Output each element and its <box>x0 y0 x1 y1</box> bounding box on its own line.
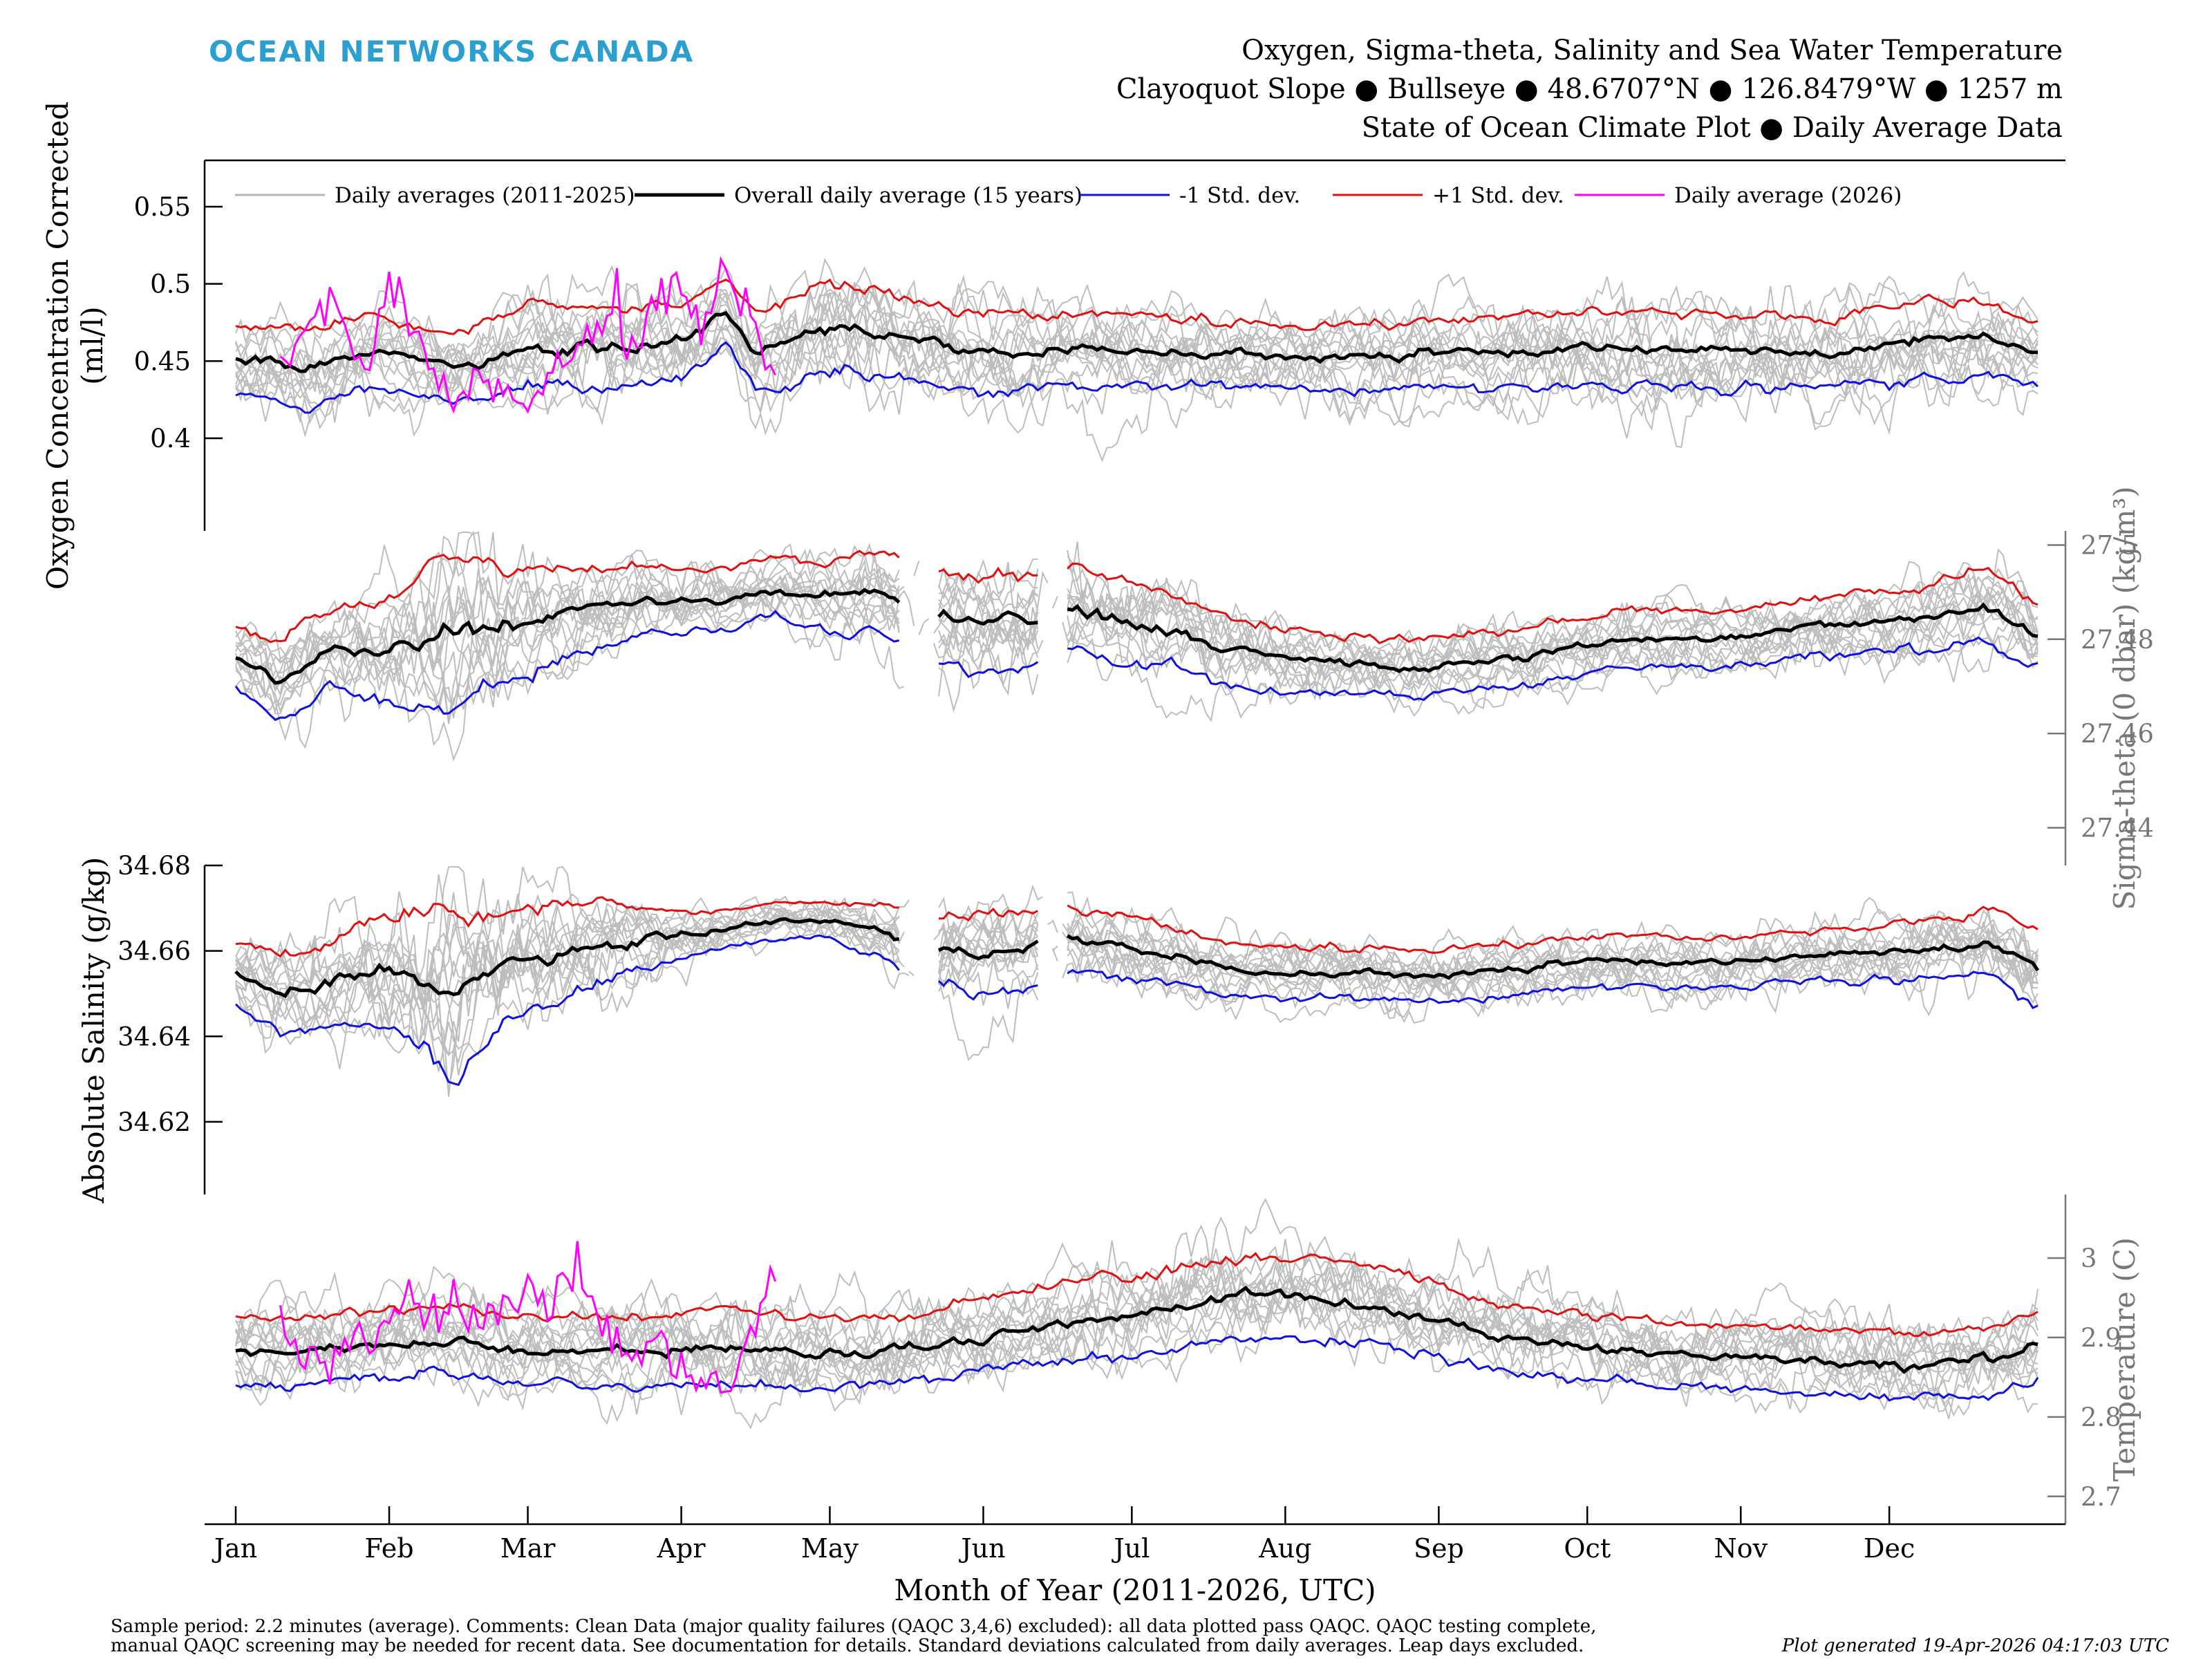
x-tick-label: Oct <box>1564 1533 1611 1564</box>
oxygen-plus-std-line <box>235 278 2038 335</box>
oxygen-y-tick-label: 0.5 <box>150 270 191 299</box>
temperature-minus-std-line <box>235 1335 2039 1402</box>
sigma-daily-average-line-2019 <box>235 559 2038 713</box>
temperature-y-axis-label: Temperature (C) <box>2108 1237 2141 1481</box>
salinity-daily-average-line-2017 <box>235 902 2038 1072</box>
oxygen-daily-average-line-2024 <box>235 326 2038 434</box>
salinity-y-tick-label: 34.68 <box>118 851 191 881</box>
legend-label-1: Overall daily average (15 years) <box>734 183 1082 208</box>
x-tick-label: Dec <box>1864 1533 1915 1564</box>
sigma-y-axis-label: Sigma-theta (0 dbar) (kg/m³) <box>2108 486 2141 910</box>
temperature-daily-average-line-2024 <box>235 1261 2038 1391</box>
oxygen-daily-average-line-2014 <box>235 288 2038 449</box>
temperature-daily-average-line-2025 <box>235 1271 2038 1397</box>
chart-title-line-2: Clayoquot Slope ● Bullseye ● 48.6707°N ●… <box>1116 73 2063 105</box>
sigma-minus-std-line <box>234 610 2038 722</box>
temperature-daily-average-line-2018 <box>235 1296 2038 1425</box>
axes-layer: 0.4 0.45 0.5 0.55 Oxygen Concentration Corre… <box>41 102 2154 1607</box>
sigma-daily-average-line-2011 <box>235 590 2038 762</box>
temperature-y-tick-label: 2.7 <box>2081 1482 2121 1512</box>
oxygen-daily-average-line-2025 <box>235 289 2038 404</box>
temperature-daily-average-line-2015 <box>235 1257 2038 1382</box>
oxygen-daily-average-line-2021 <box>235 289 2038 407</box>
x-axis-label: Month of Year (2011-2026, UTC) <box>894 1573 1376 1607</box>
x-tick-label: Jul <box>1111 1533 1150 1564</box>
plot-generated-timestamp: Plot generated 19-Apr-2026 04:17:03 UTC <box>1781 1635 2169 1656</box>
legend-label-2: -1 Std. dev. <box>1179 183 1300 208</box>
statistics-layer <box>234 256 2040 1402</box>
x-tick-label: Mar <box>500 1533 556 1564</box>
salinity-daily-average-line-2024 <box>235 911 2038 1076</box>
salinity-y-axis-label: Absolute Salinity (g/kg) <box>77 857 111 1204</box>
salinity-overall-mean-line <box>234 917 2040 999</box>
salinity-y-tick-label: 34.62 <box>118 1107 191 1137</box>
oxygen-daily-average-line-2016 <box>235 292 2038 423</box>
temperature-y-tick-label: 2.9 <box>2081 1323 2121 1353</box>
oxygen-y-axis-label-line: (ml/l) <box>75 306 109 385</box>
temperature-plus-std-line <box>235 1252 2038 1338</box>
legend-label-4: Daily average (2026) <box>1674 183 1902 208</box>
oxygen-daily-average-line-2022 <box>235 289 2038 413</box>
oxygen-y-axis-label-line: Oxygen Concentration Corrected <box>41 102 75 590</box>
footnote-line-1: Sample period: 2.2 minutes (average). Co… <box>111 1616 1597 1637</box>
oxygen-daily-average-line-2015 <box>235 310 2038 462</box>
daily-averages-layer <box>235 258 2038 1430</box>
sigma-y-tick-label: 27.46 <box>2081 719 2154 749</box>
salinity-daily-average-line-2012 <box>235 908 2038 1090</box>
oxygen-y-axis-label: Oxygen Concentration Corrected(ml/l) <box>41 102 109 590</box>
x-tick-label: May <box>801 1533 859 1564</box>
salinity-daily-average-line-2023 <box>235 895 2038 1097</box>
legend-label-0: Daily averages (2011-2025) <box>335 183 635 208</box>
sigma-daily-average-line-2025 <box>235 545 2038 724</box>
footnote-line-2: manual QAQC screening may be needed for … <box>111 1635 1584 1656</box>
x-tick-label: Jun <box>958 1533 1005 1564</box>
x-tick-label: Jan <box>212 1533 257 1564</box>
legend-label-3: +1 Std. dev. <box>1432 183 1564 208</box>
sigma-y-axis-label-line: Sigma-theta (0 dbar) (kg/m³) <box>2108 486 2141 910</box>
oxygen-daily-average-line-2023 <box>235 258 2038 423</box>
sigma-y-tick-label: 27.44 <box>2081 813 2154 843</box>
temperature-daily-average-line-2019 <box>235 1262 2038 1407</box>
x-tick-label: Sep <box>1414 1533 1464 1564</box>
oxygen-daily-average-line-2018 <box>235 265 2038 379</box>
temperature-y-axis-label-line: Temperature (C) <box>2108 1237 2141 1481</box>
sigma-y-tick-label: 27.48 <box>2081 625 2154 655</box>
oxygen-overall-mean-line <box>235 310 2038 373</box>
sigma-overall-mean-line <box>235 588 2038 685</box>
chart-title-line-3: State of Ocean Climate Plot ● Daily Aver… <box>1361 112 2063 144</box>
temperature-daily-average-line-2014 <box>235 1255 2038 1394</box>
salinity-plus-std-line <box>235 896 2038 958</box>
legend: Daily averages (2011-2025) Overall daily … <box>235 183 1902 208</box>
salinity-minus-std-line <box>234 934 2038 1087</box>
salinity-y-tick-label: 34.64 <box>118 1022 191 1051</box>
x-tick-label: Apr <box>657 1533 706 1564</box>
x-tick-label: Aug <box>1258 1533 1311 1564</box>
oxygen-y-tick-label: 0.55 <box>134 192 191 222</box>
temperature-current-year-line <box>279 1241 777 1394</box>
temperature-y-tick-label: 3 <box>2081 1244 2097 1273</box>
x-tick-label: Feb <box>364 1533 413 1564</box>
salinity-y-tick-label: 34.66 <box>118 937 191 966</box>
temperature-y-tick-label: 2.8 <box>2081 1403 2121 1432</box>
sigma-plus-std-line <box>235 550 2038 645</box>
chart-title-line-1: Oxygen, Sigma-theta, Salinity and Sea Wa… <box>1241 35 2063 66</box>
oxygen-minus-std-line <box>235 341 2039 414</box>
salinity-y-axis-label-line: Absolute Salinity (g/kg) <box>77 857 111 1204</box>
oxygen-y-tick-label: 0.4 <box>150 424 191 453</box>
temperature-overall-mean-line <box>235 1285 2038 1374</box>
sigma-daily-average-line-2024 <box>235 559 2038 723</box>
oxygen-y-tick-label: 0.45 <box>134 346 191 376</box>
temperature-daily-average-line-2017 <box>235 1266 2038 1430</box>
x-tick-label: Nov <box>1714 1533 1768 1564</box>
brand-logo-text: OCEAN NETWORKS CANADA <box>209 35 695 68</box>
sigma-y-tick-label: 27.5 <box>2081 530 2137 560</box>
oxygen-current-year-line <box>279 256 777 414</box>
